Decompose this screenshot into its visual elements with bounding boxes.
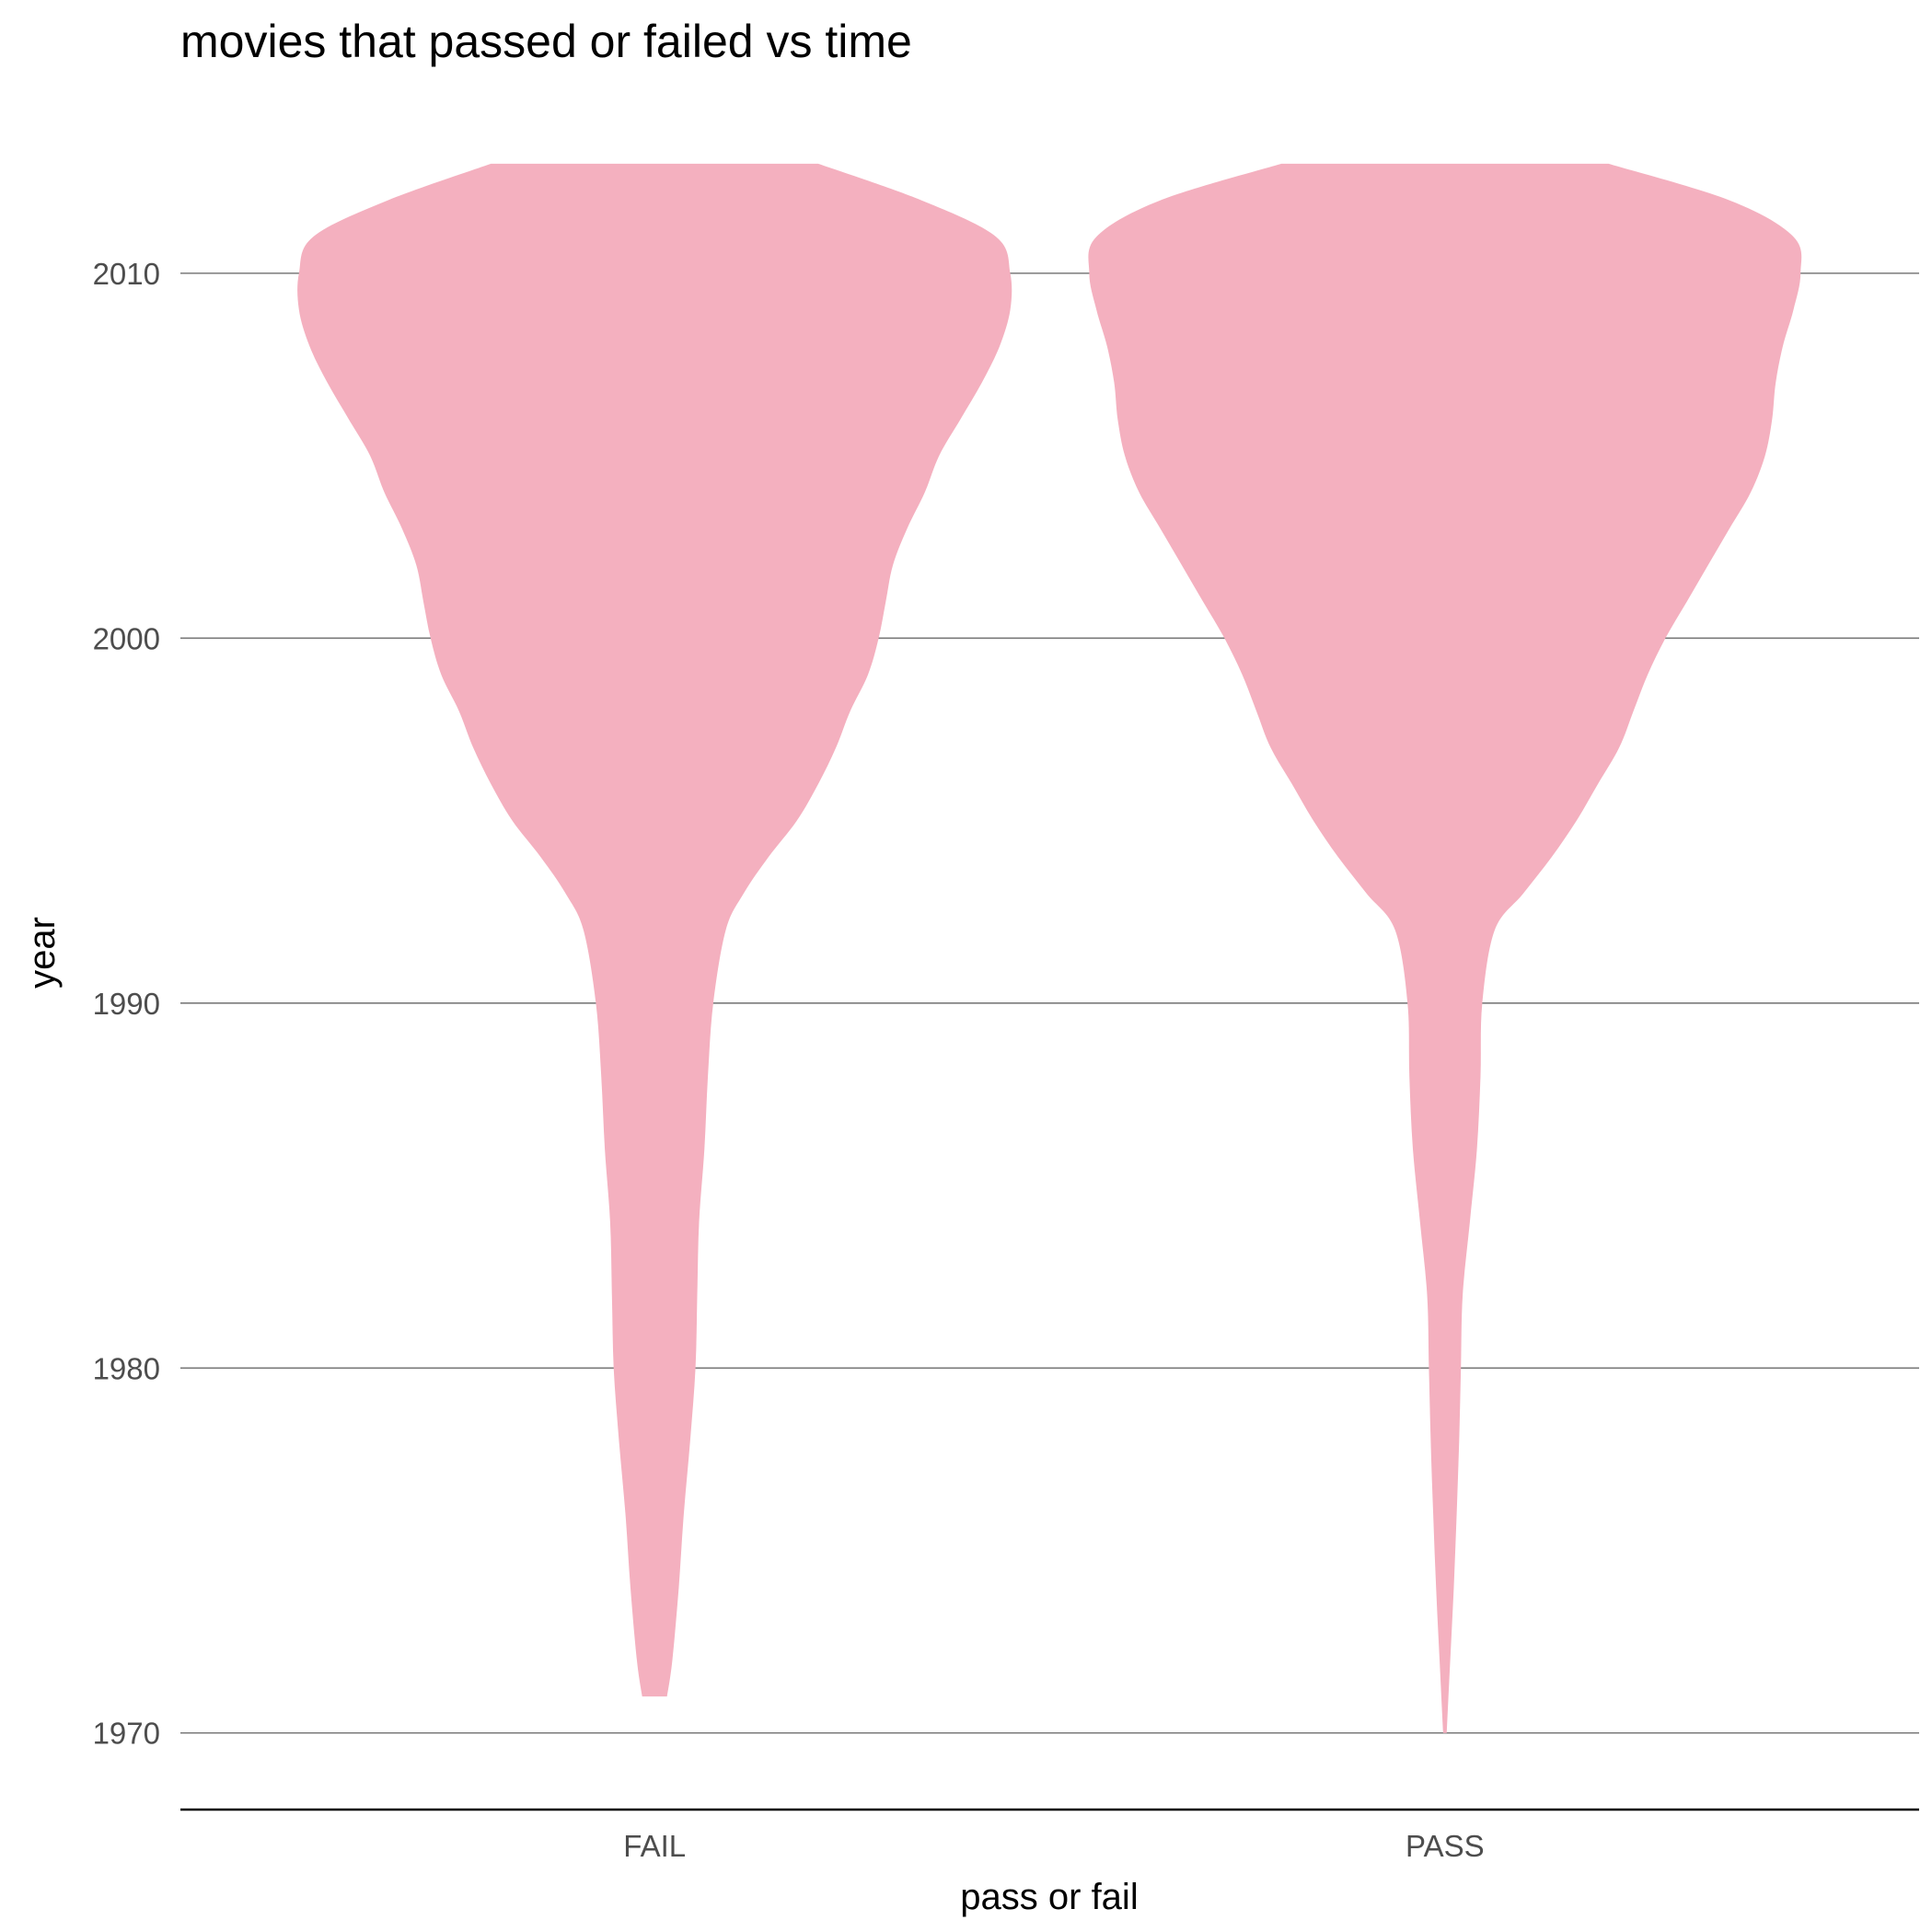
y-tick-label-1980: 1980 xyxy=(93,1351,160,1385)
y-tick-label-1970: 1970 xyxy=(93,1717,160,1751)
violin-pass xyxy=(1088,163,1802,1733)
x-tick-label-pass: PASS xyxy=(1406,1829,1485,1863)
y-tick-label-2010: 2010 xyxy=(93,257,160,291)
x-tick-label-fail: FAIL xyxy=(623,1829,686,1863)
x-axis-title: pass or fail xyxy=(960,1877,1138,1917)
y-axis-title: year xyxy=(22,917,63,989)
x-axis-ticks: FAIL PASS xyxy=(623,1829,1484,1863)
violin-fail xyxy=(297,163,1012,1697)
y-tick-label-2000: 2000 xyxy=(93,621,160,655)
chart-title: movies that passed or failed vs time xyxy=(180,16,912,67)
y-axis-ticks: 1970 1980 1990 2000 2010 xyxy=(93,257,160,1751)
violins xyxy=(297,163,1802,1733)
y-tick-label-1990: 1990 xyxy=(93,987,160,1021)
